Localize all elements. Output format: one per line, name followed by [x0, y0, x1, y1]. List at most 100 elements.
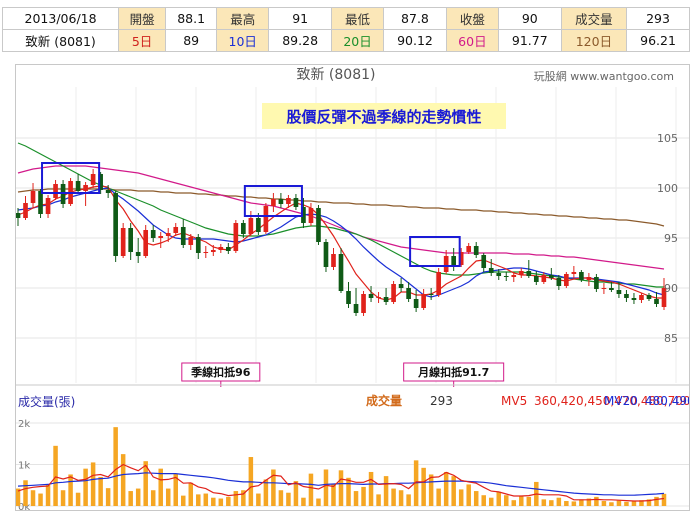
- annotation-box: [403, 362, 505, 382]
- candle: [271, 193, 276, 212]
- volume-bar: [549, 500, 554, 506]
- summary-row-ma: 致新 (8081) 5日 89 10日 89.28 20日 90.12 60日 …: [1, 29, 690, 52]
- candle: [195, 234, 201, 259]
- ma60-value: 91.77: [497, 29, 562, 52]
- candle: [293, 194, 299, 210]
- candle: [316, 205, 321, 245]
- candle: [481, 253, 487, 272]
- ma10-label: 10日: [216, 29, 270, 52]
- candle-body: [601, 288, 607, 289]
- open-value: 88.1: [165, 7, 218, 30]
- ma120-label: 120日: [560, 29, 628, 52]
- candle-body: [398, 284, 404, 288]
- candle-body: [533, 276, 539, 282]
- volume-bar: [466, 484, 471, 506]
- volume-bar: [443, 471, 449, 506]
- volume-bar: [316, 498, 321, 506]
- candle: [398, 278, 404, 292]
- candle: [165, 228, 171, 242]
- candle-body: [286, 198, 291, 204]
- volume-bar: [639, 500, 644, 506]
- candle: [120, 223, 126, 258]
- annotation-text: 季線扣抵96: [190, 365, 251, 379]
- candle: [331, 248, 336, 270]
- volume-bar: [135, 488, 141, 506]
- volume-bar: [406, 494, 411, 506]
- volume-bar: [188, 482, 194, 506]
- candle: [218, 244, 224, 253]
- volume-bar: [436, 488, 441, 506]
- candle-body: [526, 271, 532, 276]
- candle-body: [376, 297, 381, 298]
- candle: [616, 282, 622, 298]
- volume-bar: [504, 495, 509, 506]
- candle-body: [308, 208, 314, 223]
- volume-current: 293: [430, 394, 453, 408]
- candle-body: [316, 208, 321, 242]
- volume-bar: [579, 499, 584, 506]
- volume-bar: [30, 490, 36, 506]
- volume-bar: [226, 496, 231, 506]
- volume-grid: [16, 422, 689, 507]
- volume-tick-label: 2k: [18, 419, 30, 430]
- candle: [150, 225, 156, 242]
- candle-body: [278, 199, 284, 204]
- candle-body: [256, 218, 261, 232]
- candle-body: [458, 252, 464, 265]
- candle-body: [496, 273, 502, 276]
- price-tick-label: 100: [657, 182, 678, 195]
- candle: [338, 248, 344, 293]
- candle: [466, 243, 472, 254]
- candle-body: [113, 193, 118, 256]
- mv20-line: [17, 472, 665, 496]
- candle: [601, 283, 607, 294]
- candle-body: [624, 294, 629, 298]
- low-label: 最低: [331, 7, 385, 30]
- candle: [594, 274, 599, 292]
- watermark: 玩股網 www.wantgoo.com: [534, 69, 674, 83]
- volume-bar: [165, 488, 171, 506]
- candle-body: [203, 252, 209, 253]
- mv5-value: 360,420,450,470,480,700,650,700,620,640,…: [534, 394, 689, 408]
- stock-chart: 致新 (8081) 玩股網 www.wantgoo.com 股價反彈不過季線的走…: [16, 67, 689, 510]
- candle: [30, 183, 36, 208]
- highlight-boxes: [41, 162, 461, 267]
- high-value: 91: [268, 7, 333, 30]
- candle-body: [195, 237, 201, 253]
- candle-body: [173, 227, 179, 233]
- candle-body: [263, 206, 269, 232]
- candle: [496, 269, 502, 280]
- price-grid: [16, 87, 689, 383]
- volume-bar: [338, 470, 344, 506]
- volume-bar: [196, 494, 201, 506]
- annotation: 月線扣抵91.7: [403, 362, 505, 387]
- candle: [128, 223, 134, 260]
- volume-bar: [211, 497, 216, 506]
- ma120-value: 96.21: [626, 29, 690, 52]
- candle-body: [120, 228, 126, 256]
- candle-body: [135, 252, 141, 256]
- ma20-label: 20日: [331, 29, 385, 52]
- candle-body: [586, 277, 592, 280]
- volume-bar: [241, 490, 246, 506]
- candle: [488, 259, 494, 276]
- volume-bar: [353, 491, 359, 506]
- mv20-value: 480,490,500,510,520,560,570,590,600,610,…: [645, 394, 689, 408]
- ma60-line: [17, 165, 665, 270]
- volume-bar: [511, 500, 517, 506]
- volume-bar: [173, 473, 178, 506]
- candle-body: [406, 288, 411, 299]
- candle-body: [23, 203, 28, 218]
- candle: [428, 288, 434, 300]
- candle-body: [158, 236, 164, 238]
- annotation-box: [181, 362, 261, 382]
- candle: [278, 193, 284, 208]
- volume-bar: [451, 476, 456, 506]
- ma10-line: [17, 187, 665, 298]
- price-axis: 105 100 95 90 85: [657, 132, 678, 345]
- candle: [323, 239, 329, 272]
- candle: [233, 220, 239, 253]
- candle-body: [225, 247, 231, 251]
- candle: [53, 180, 58, 200]
- summary-row-price: 2013/06/18 開盤 88.1 最高 91 最低 87.8 收盤 90 成…: [1, 7, 690, 30]
